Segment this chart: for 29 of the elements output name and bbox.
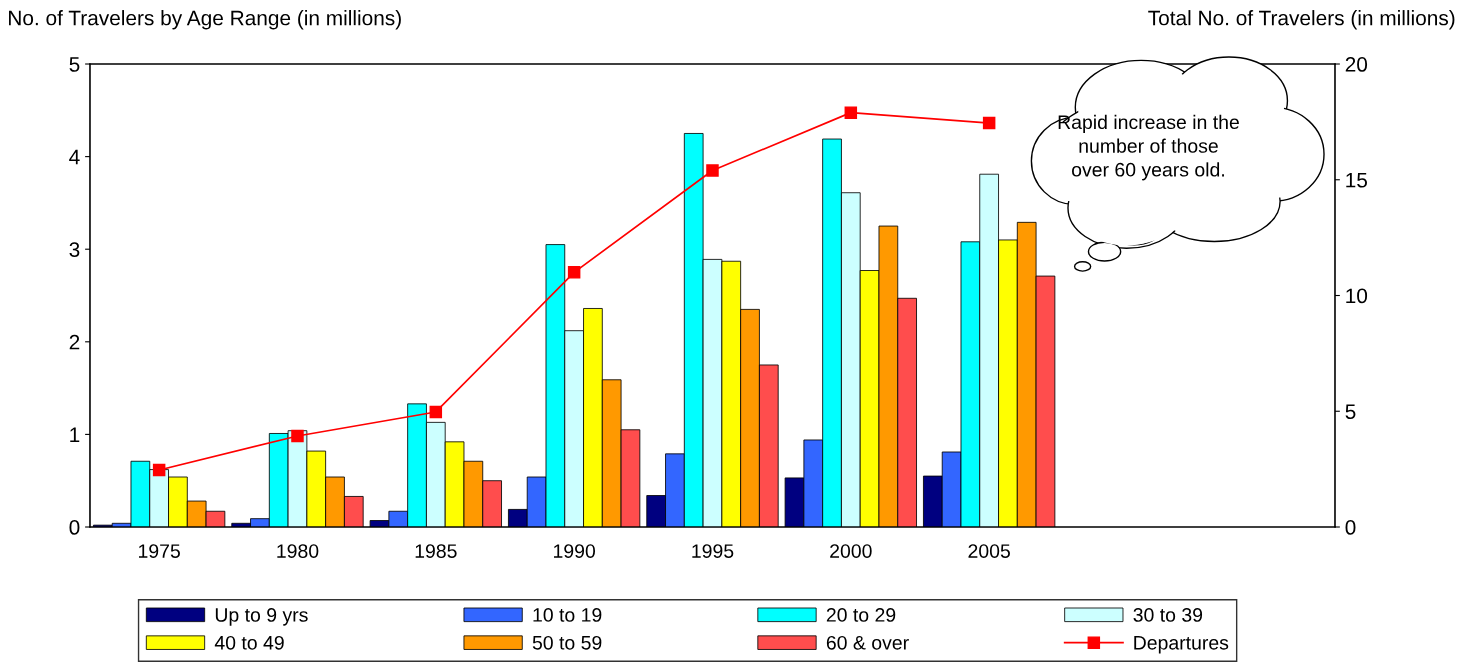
y2-tick-label: 10 [1346, 288, 1368, 304]
y2-tick-label: 0 [1345, 520, 1356, 535]
x-tick-label: 1975 [139, 544, 180, 558]
x-tick-label: 1980 [277, 544, 319, 558]
x-tick-label: 1990 [554, 544, 596, 558]
x-tick-label: 2005 [968, 544, 1010, 558]
y-tick-label: 3 [69, 242, 80, 257]
legend-label: 50 to 59 [532, 635, 602, 650]
y2-tick-label: 15 [1346, 172, 1368, 188]
y2-axis-title: Total No. of Travelers (in millions) [1148, 10, 1455, 30]
y-tick-label: 1 [70, 427, 80, 442]
x-tick-label: 2000 [830, 544, 872, 558]
y2-tick-label: 20 [1345, 57, 1368, 72]
y-axis-title: No. of Travelers by Age Range (in millions) [9, 10, 401, 30]
annotation: Rapid increase in the number of those over 60 years old. [1058, 114, 1239, 181]
y-tick-label: 2 [69, 334, 80, 350]
y-tick-label: 0 [69, 520, 80, 535]
x-tick-label: 1985 [415, 544, 457, 558]
legend-label: 10 to 19 [533, 608, 602, 622]
y2-tick-label: 5 [1345, 404, 1356, 420]
legend-label: 30 to 39 [1133, 608, 1203, 622]
legend-label: Departures [1134, 636, 1229, 654]
legend-label: 60 & over [826, 635, 909, 650]
legend-label: 40 to 49 [214, 635, 284, 650]
y-tick-label: 4 [69, 149, 80, 165]
legend-label: Up to 9 yrs [215, 608, 308, 626]
legend-label: 20 to 29 [826, 608, 896, 622]
x-tick-label: 1995 [692, 544, 734, 558]
y-tick-label: 5 [69, 57, 80, 72]
